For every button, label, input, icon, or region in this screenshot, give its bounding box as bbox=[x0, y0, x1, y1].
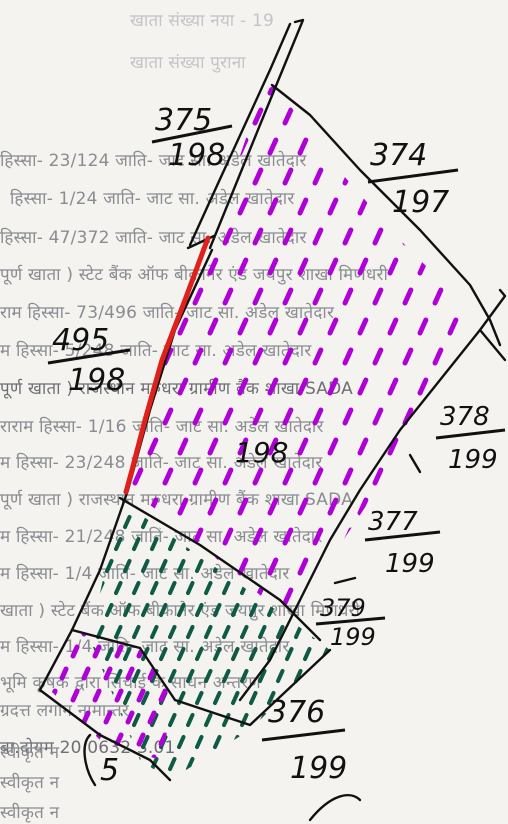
parcel-495-sheet: 198 bbox=[68, 363, 125, 398]
document-line: पूर्ण खाता ) राजस्थान मरुधरा ग्रामीण बैं… bbox=[0, 379, 353, 399]
document-line: खाता संख्या पुराना bbox=[130, 53, 246, 73]
boundary-378-377 bbox=[238, 288, 507, 702]
parcel-374-number: 374 bbox=[370, 138, 427, 173]
parcel-label-495: 495 198 bbox=[47, 323, 131, 398]
tick-377 bbox=[333, 576, 357, 585]
document-line: भूमि कृषक द्वारा सिंचाई के साधन अन्तरण bbox=[0, 673, 261, 693]
parcel-labels: 375 198 374 197 495 198 198 378 199 377 … bbox=[47, 103, 506, 788]
parcel-377-sheet: 199 bbox=[385, 549, 435, 579]
parcel-379-number: 379 bbox=[320, 594, 366, 622]
boundary-374 bbox=[270, 83, 502, 347]
road-strip-left-edge bbox=[188, 22, 292, 247]
parcel-label-377: 377 199 bbox=[364, 507, 441, 579]
parcel-374-sheet: 197 bbox=[392, 185, 449, 220]
parcel-376-number: 376 bbox=[268, 695, 325, 730]
parcel-375-sheet: 198 bbox=[168, 138, 225, 173]
document-line: स्वीकृत न bbox=[0, 743, 60, 763]
document-line: ग्रदत्त लगान नामान्तर bbox=[0, 701, 129, 721]
bottom-arc bbox=[308, 793, 362, 822]
parcel-center-label: 198 bbox=[235, 436, 288, 469]
document-line: राराम हिस्सा- 1/16 जाति- जाट सा. अडेल खा… bbox=[0, 417, 324, 437]
parcel-495-number: 495 bbox=[52, 323, 109, 358]
boundary-east-spur bbox=[478, 328, 507, 362]
parcel-376-sheet: 199 bbox=[290, 751, 347, 786]
boundary-495-west bbox=[38, 248, 214, 692]
parcel-label-376: 376 199 bbox=[261, 695, 347, 786]
corner-label: 5 bbox=[100, 753, 119, 788]
parcel-379-sheet: 199 bbox=[330, 623, 376, 651]
parcel-label-374: 374 197 bbox=[367, 138, 459, 220]
road-strip-right-edge bbox=[208, 18, 305, 250]
parcel-label-378: 378 199 bbox=[435, 402, 506, 475]
red-boundary-line bbox=[123, 235, 211, 495]
document-line: हिस्सा- 1/24 जाति- जाट सा. अडेल खातेदार bbox=[10, 189, 295, 209]
document-line: राम हिस्सा- 73/496 जाति- जाट सा. अडेल खा… bbox=[0, 303, 335, 323]
parcel-378-number: 378 bbox=[440, 402, 490, 432]
tick-378 bbox=[408, 453, 422, 474]
document-line: खाता संख्या नया - 19 bbox=[130, 11, 274, 31]
purple-hatch-lower-area bbox=[50, 630, 175, 760]
document-line: बा.दोयम 20.0632 3.01 bbox=[0, 738, 176, 758]
document-line: म हिस्सा- 23/248 जाति- जाट सा. अडेल खाते… bbox=[0, 453, 323, 473]
parcel-label-375: 375 198 bbox=[151, 103, 233, 173]
boundary-376 bbox=[173, 648, 332, 727]
document-line: स्वीकृत न bbox=[0, 803, 60, 823]
document-line: स्वीकृत न bbox=[0, 773, 60, 793]
document-line: म हिस्सा- 5/248 जाति- जाट सा. अडेल खातेद… bbox=[0, 341, 312, 361]
document-line: म हिस्सा- 21/248 जाति- जाट सा. अडेल खाते… bbox=[0, 527, 323, 547]
boundary-purple-low bbox=[70, 628, 177, 702]
parcel-378-sheet: 199 bbox=[448, 445, 498, 475]
boundary-south bbox=[38, 688, 172, 782]
corner-mark bbox=[83, 733, 97, 787]
parcel-label-379: 379 199 bbox=[315, 594, 386, 651]
parcel-377-number: 377 bbox=[368, 507, 418, 537]
boundary-green-north bbox=[118, 496, 322, 642]
document-line: पूर्ण खाता ) राजस्थान मरुधरा ग्रामीण बैं… bbox=[0, 490, 353, 510]
